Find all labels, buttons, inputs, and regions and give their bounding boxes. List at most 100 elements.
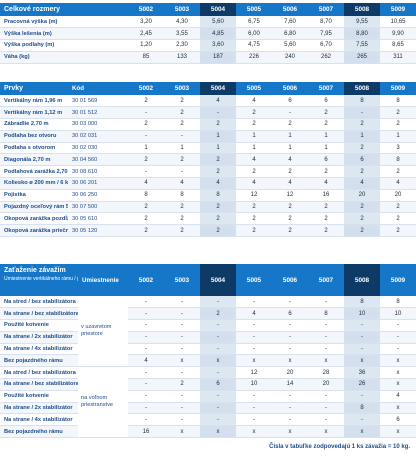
value-cell: 6: [308, 95, 344, 108]
part-code: 30 05 120: [68, 224, 128, 238]
value-cell: 12: [272, 189, 308, 202]
table-row: Podlahová zarážka 2,70 m 30 08 610- -2 2 2 2 2…: [0, 165, 416, 179]
value-cell: -: [164, 390, 200, 403]
table-row: Okopová zarážka pozdĺžne30 05 6102222222…: [0, 212, 416, 226]
value-cell: 8: [128, 189, 164, 202]
value-cell: 10: [344, 307, 380, 321]
value-cell: 2: [200, 118, 236, 131]
value-cell: 8: [344, 296, 380, 309]
value-cell: x: [380, 378, 416, 391]
value-cell: -: [200, 106, 236, 120]
row-label: Pracovná výška (m): [0, 16, 128, 29]
row-label: Použité kotvenie: [0, 319, 78, 332]
table-row: Bez pojazdného rámu 16 x x x x x x x: [0, 425, 416, 439]
value-cell: 20: [308, 378, 344, 391]
value-cell: -: [236, 343, 272, 356]
table-row: Na strane / 4x stabilizátor - - - - - - -6: [0, 413, 416, 427]
row-label: Diagonála 2,70 m: [0, 153, 68, 167]
ballast-title: Zaťaženie závažím: [4, 267, 66, 274]
value-cell: 8: [164, 189, 200, 202]
value-cell: 8,80: [344, 27, 380, 41]
value-cell: 4: [236, 177, 272, 190]
value-cell: -: [344, 319, 380, 332]
value-cell: 2: [128, 95, 164, 108]
parts-table: Prvky Kód 5002 5003 5004 5005 5006 5007 …: [0, 82, 416, 238]
value-cell: 2: [164, 118, 200, 131]
value-cell: 14: [272, 378, 308, 391]
table-row: Na strane / 2x stabilizátor - - - - - -8 x: [0, 402, 416, 415]
value-cell: 2: [380, 212, 416, 226]
value-cell: 6,70: [308, 39, 344, 52]
value-cell: 2,30: [164, 39, 200, 52]
value-cell: -: [128, 307, 164, 321]
col-header: 5003: [164, 82, 200, 95]
value-cell: 1: [308, 130, 344, 143]
row-label: Pojistka: [0, 189, 68, 202]
dimensions-title: Celkové rozmery: [0, 3, 128, 16]
col-header: 5009: [380, 82, 416, 95]
value-cell: 1: [164, 142, 200, 155]
value-cell: -: [344, 390, 380, 403]
value-cell: -: [128, 106, 164, 120]
value-cell: 85: [128, 51, 164, 64]
value-cell: 4,85: [200, 27, 236, 41]
value-cell: -: [164, 413, 200, 427]
row-label: Na stred / bez stabilizátora: [0, 296, 78, 309]
value-cell: -: [200, 319, 236, 332]
value-cell: 7,95: [308, 27, 344, 41]
value-cell: -: [128, 366, 164, 380]
col-header: 5005: [236, 82, 272, 95]
table-row: Na stred / bez stabilizátora na voľnom pr…: [0, 366, 416, 439]
table-row: Koliesko ø 200 mm / 6 kN 30 06 201 4 4 4 4 4 4 4…: [0, 177, 416, 190]
value-cell: 2: [308, 212, 344, 226]
ballast-header-row: Zaťaženie závažím Umiestnenie vertikálne…: [0, 264, 416, 296]
col-header: 5007: [308, 264, 344, 296]
table-row: Pojazdný oceľový rám 500030 07 500222222…: [0, 201, 416, 214]
value-cell: 6: [308, 153, 344, 167]
value-cell: -: [128, 413, 164, 427]
value-cell: 3,60: [200, 39, 236, 52]
value-cell: 1: [308, 142, 344, 155]
value-cell: -: [236, 319, 272, 332]
table-row: Vertikálny rám 1,96 m 30 01 569 2 2 4 4 6 6 8 8: [0, 95, 416, 108]
value-cell: 2: [308, 106, 344, 120]
part-code: 30 01 569: [68, 95, 128, 108]
value-cell: 4: [128, 354, 164, 368]
row-label: Na strane / 2x stabilizátor: [0, 402, 78, 415]
value-cell: 2: [308, 118, 344, 131]
col-header: 5006: [272, 264, 308, 296]
row-label: Pojazdný oceľový rám 5000: [0, 201, 68, 214]
value-cell: x: [380, 366, 416, 380]
value-cell: 2: [164, 95, 200, 108]
value-cell: 2: [236, 118, 272, 131]
value-cell: 265: [344, 51, 380, 64]
col-header: 5005: [236, 264, 272, 296]
value-cell: 6: [200, 378, 236, 391]
part-code: 30 02 031: [68, 130, 128, 143]
value-cell: 4: [308, 177, 344, 190]
value-cell: -: [272, 413, 308, 427]
value-cell: -: [128, 343, 164, 356]
value-cell: -: [272, 296, 308, 309]
value-cell: -: [128, 402, 164, 415]
col-header: 5002: [128, 264, 164, 296]
part-code: 30 01 512: [68, 106, 128, 120]
value-cell: 20: [344, 189, 380, 202]
value-cell: 4: [164, 177, 200, 190]
row-label: Podlaha s otvorom: [0, 142, 68, 155]
value-cell: -: [344, 413, 380, 427]
row-label: Okopová zarážka priečnane: [0, 224, 68, 238]
value-cell: -: [128, 331, 164, 344]
value-cell: 6,75: [236, 16, 272, 29]
value-cell: 2: [164, 378, 200, 391]
value-cell: x: [308, 354, 344, 368]
value-cell: -: [308, 331, 344, 344]
row-label: Bez pojazdného rámu: [0, 425, 78, 439]
table-row: Váha (kg) 85 133 187 226 240 262 265 311: [0, 51, 416, 64]
value-cell: x: [236, 354, 272, 368]
col-header: 5008: [344, 82, 380, 95]
value-cell: 8: [308, 307, 344, 321]
value-cell: -: [236, 331, 272, 344]
col-header: 5007: [308, 82, 344, 95]
part-code: 30 05 610: [68, 212, 128, 226]
